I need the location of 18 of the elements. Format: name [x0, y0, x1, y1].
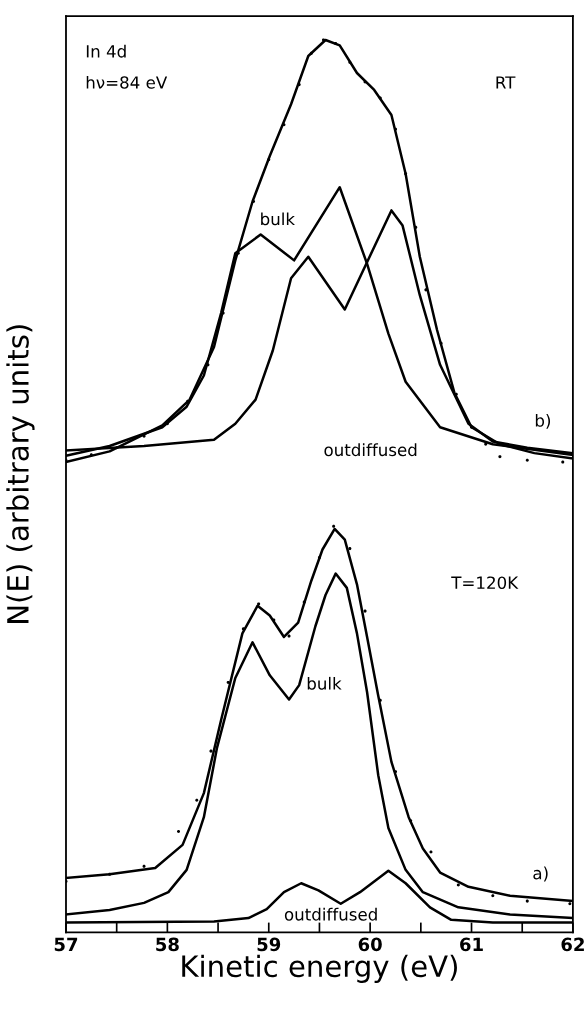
x-tick-label: 58 — [156, 937, 179, 952]
x-tick-label: 61 — [460, 937, 483, 952]
annotation: bulk — [261, 212, 296, 226]
x-tick-label: 59 — [257, 937, 281, 952]
annotation: RT — [496, 76, 516, 89]
annotation: outdiffused — [324, 443, 417, 457]
annotation: T=120K — [451, 576, 519, 590]
y-axis-title: N(E) (arbitrary units) — [6, 325, 35, 623]
annotation: outdiffused — [284, 907, 377, 921]
x-tick-label: 62 — [561, 937, 584, 952]
annotation: hν=84 eV — [86, 75, 168, 89]
annotation: b) — [535, 413, 551, 429]
x-tick-label: 57 — [54, 937, 78, 952]
annotation: In 4d — [86, 44, 126, 58]
x-tick-label: 60 — [358, 937, 382, 952]
annotation: a) — [533, 866, 548, 882]
x-axis-title: Kinetic energy (eV) — [182, 954, 457, 983]
annotation: bulk — [307, 676, 342, 690]
